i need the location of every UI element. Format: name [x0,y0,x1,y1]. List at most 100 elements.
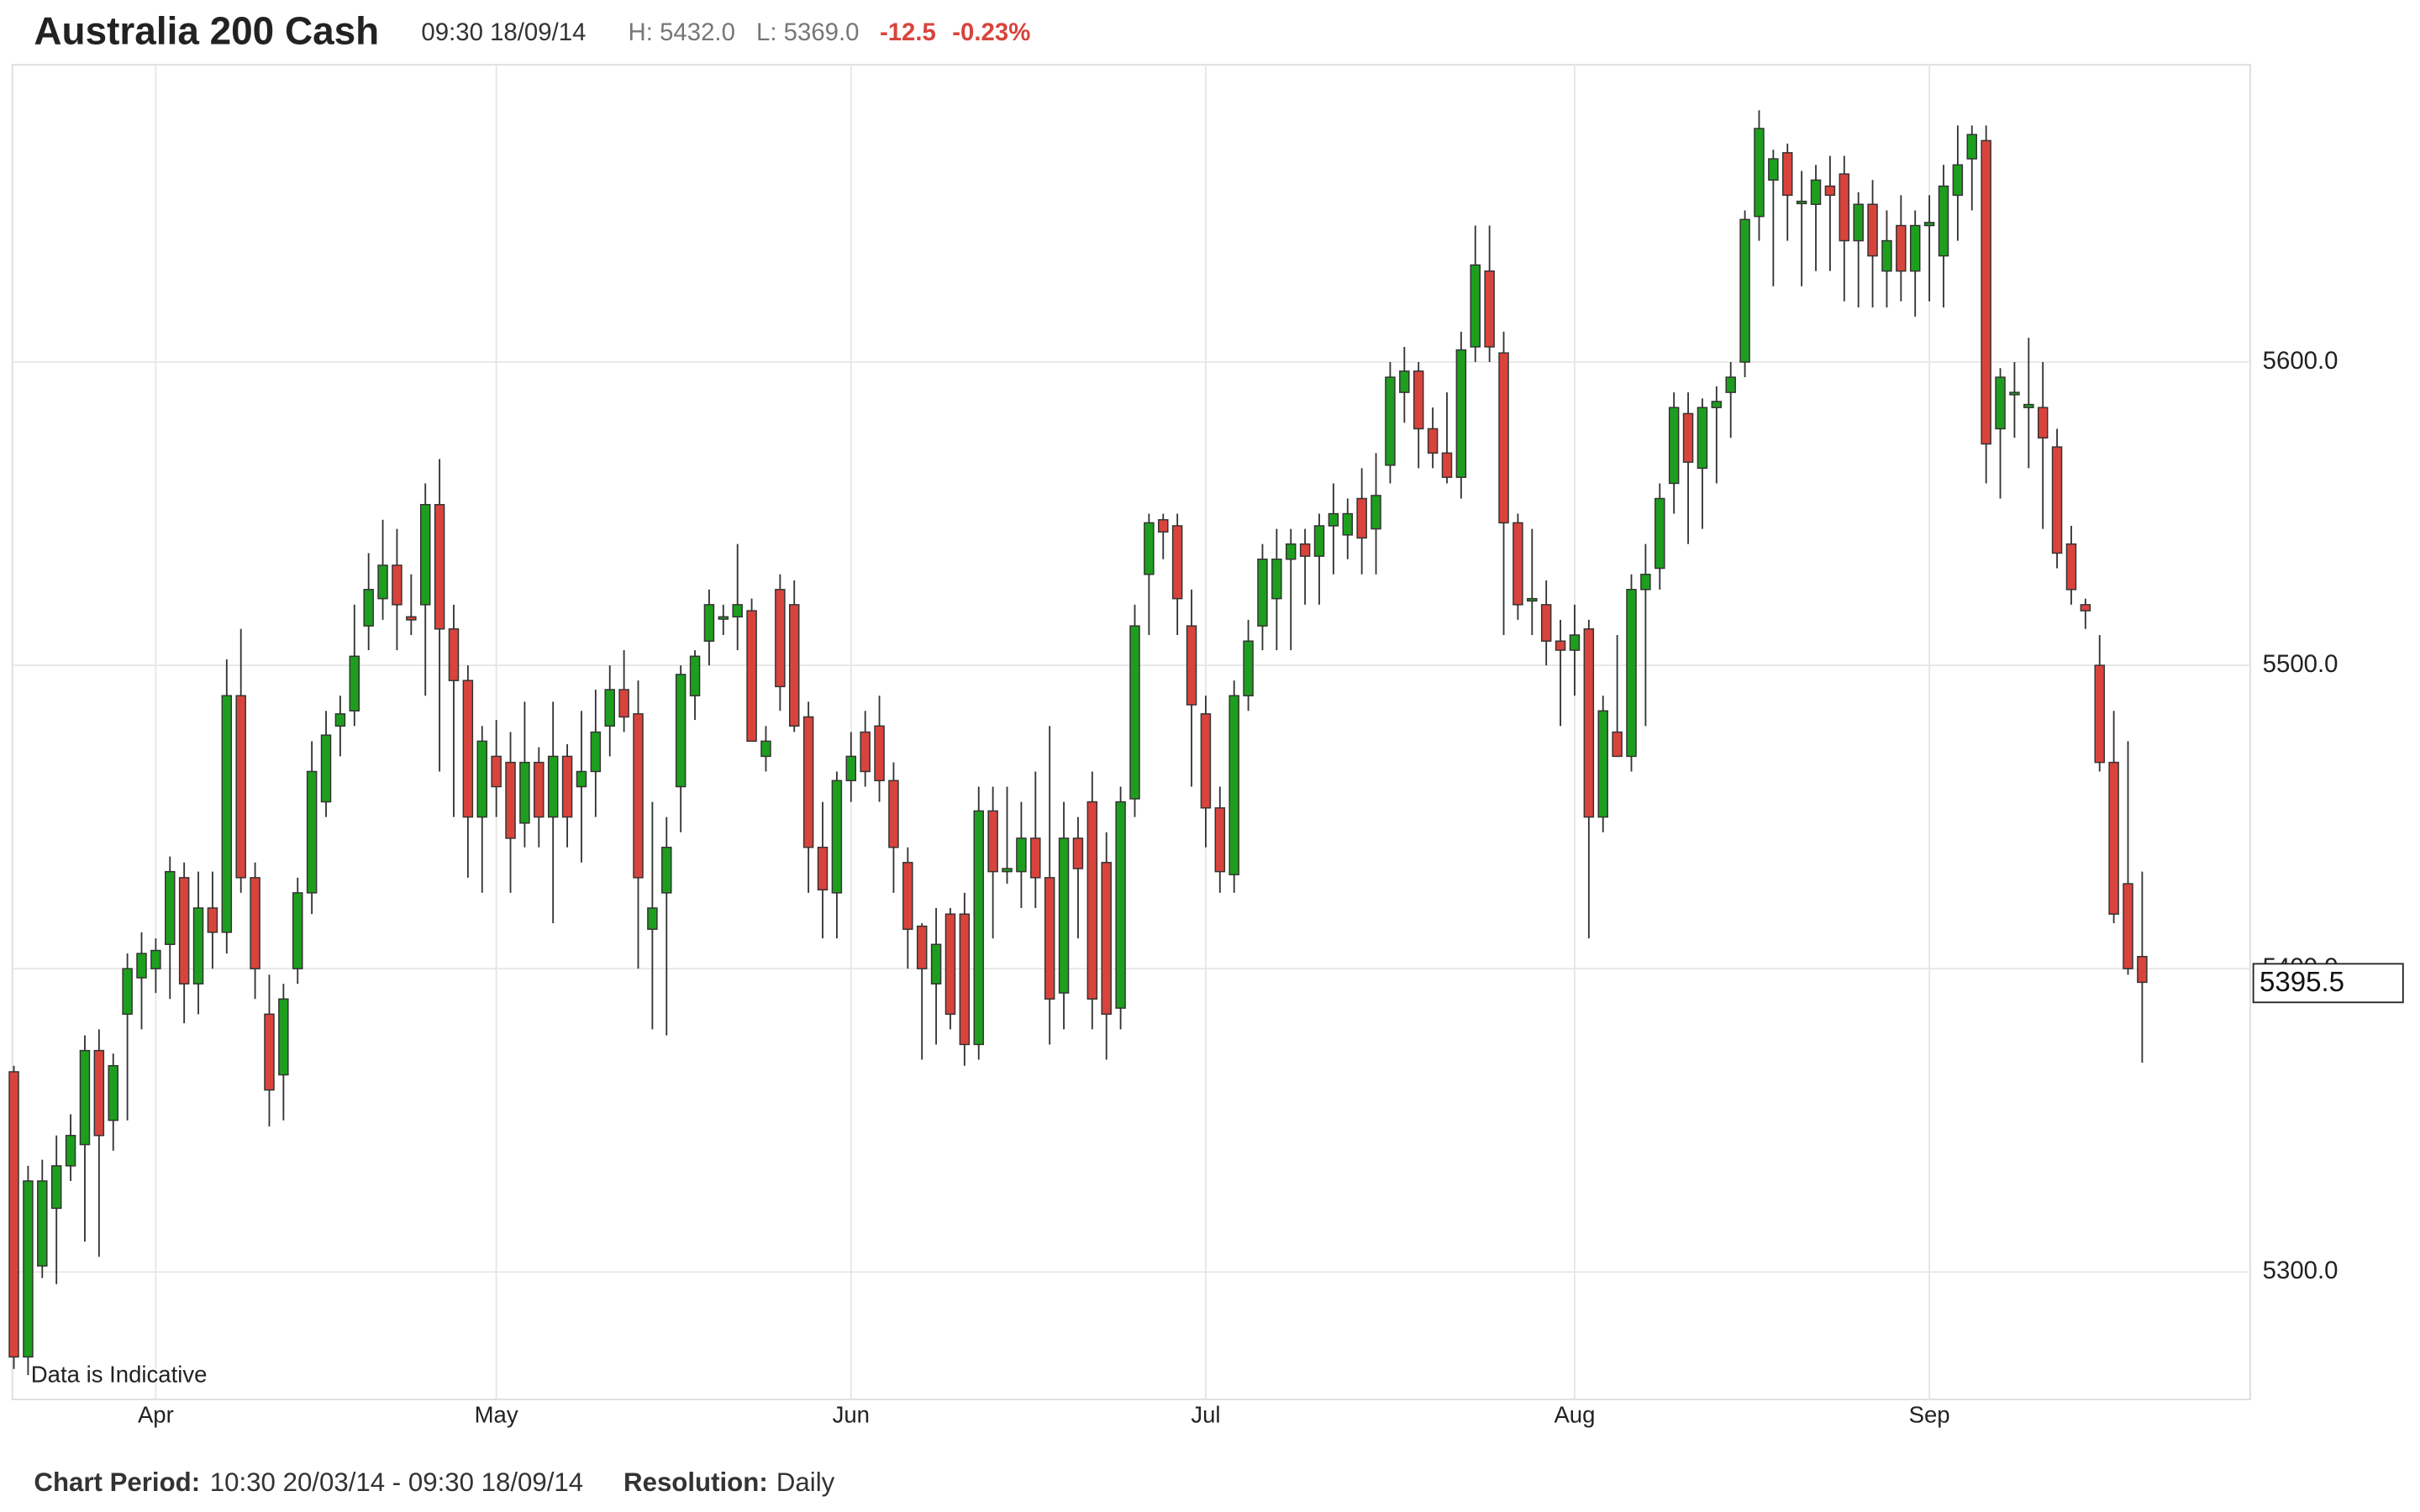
body-down [235,695,246,879]
x-tick-label: Jul [1191,1401,1220,1427]
body-down [902,862,913,930]
body-up [1271,558,1282,600]
body-up [192,907,204,984]
x-tick-label: Apr [138,1401,174,1427]
body-up [647,907,658,930]
body-up [1881,239,1892,272]
body-up [1995,376,2006,430]
body-down [775,589,786,688]
body-up [1115,801,1126,1009]
body-down [2037,407,2049,439]
body-up [519,761,530,824]
body-up [108,1064,118,1121]
x-tick-label: Sep [1909,1401,1950,1427]
body-down [1839,173,1850,242]
body-up [419,503,431,606]
body-down [1299,543,1311,557]
x-tick-label: May [475,1401,518,1427]
period-label: Chart Period: [34,1467,200,1497]
note: Data is Indicative [31,1362,208,1388]
body-up [2023,403,2034,408]
body-down [1044,877,1055,1000]
body-up [37,1180,48,1267]
body-up [150,949,161,969]
body-up [718,616,729,620]
body-down [1086,801,1098,1000]
time: 09:30 18/09/14 [421,18,586,46]
resolution-label: Resolution: [623,1467,768,1497]
body-up [1966,134,1978,160]
body-up [703,604,715,642]
body-up [1923,222,1935,227]
body-down [1171,525,1183,600]
body-up [292,892,303,969]
body-up [23,1180,34,1358]
body-down [618,689,629,718]
body-up [334,713,346,727]
body-up [1002,868,1013,873]
body-up [973,810,985,1046]
body-up [732,604,743,618]
body-up [1342,512,1354,536]
body-down [1682,412,1694,463]
chart-title: Australia 200 Cash [34,9,379,53]
body-up [1455,349,1467,478]
body-up [1597,710,1608,818]
body-down [1981,139,1991,445]
body-up [1626,589,1637,758]
body-down [8,1071,19,1358]
body-down [1512,522,1523,606]
body-up [1313,525,1325,557]
body-down [505,761,516,839]
body-up [349,655,360,711]
body-down [178,877,190,984]
y-tick-label: 5300.0 [2263,1257,2338,1284]
body-down [2123,883,2133,969]
period: 10:30 20/03/14 - 09:30 18/09/14 [210,1467,583,1497]
body-down [250,877,260,969]
body-up [1711,401,1723,408]
body-up [576,770,587,788]
body-up [320,734,332,803]
body-down [633,713,644,879]
body-up [675,674,687,788]
body-down [1867,203,1878,257]
body-up [1016,837,1027,873]
body-up [1257,558,1268,627]
y-tick-label: 5600.0 [2263,347,2338,375]
body-down [1072,837,1084,869]
body-down [392,564,402,606]
body-up [1228,695,1239,875]
body-down [2080,604,2091,612]
body-down [1427,428,1439,454]
body-up [122,968,133,1016]
body-down [434,503,445,630]
x-tick-label: Jun [833,1401,870,1427]
body-down [1200,713,1212,809]
body-up [1370,495,1381,530]
body-down [1484,270,1495,348]
body-up [1286,543,1297,560]
body-down [874,725,885,782]
body-up [1796,200,1807,205]
body-down [2094,664,2105,764]
body-up [1810,179,1822,205]
body-up [1768,158,1779,181]
last-price-box [2252,963,2404,1004]
body-up [1129,625,1140,800]
body-up [1739,218,1750,363]
body-down [1612,731,1623,758]
body-up [363,589,374,627]
y-tick-label: 5500.0 [2263,650,2338,678]
body-down [1498,352,1509,524]
body-down [987,810,998,873]
body-down [2051,446,2063,554]
body-up [136,953,147,979]
body-up [547,755,559,818]
candles [8,110,2148,1376]
change: -12.5 [880,18,936,46]
low: L: 5369.0 [756,18,860,46]
body-down [561,755,573,818]
body-up [2009,391,2020,396]
